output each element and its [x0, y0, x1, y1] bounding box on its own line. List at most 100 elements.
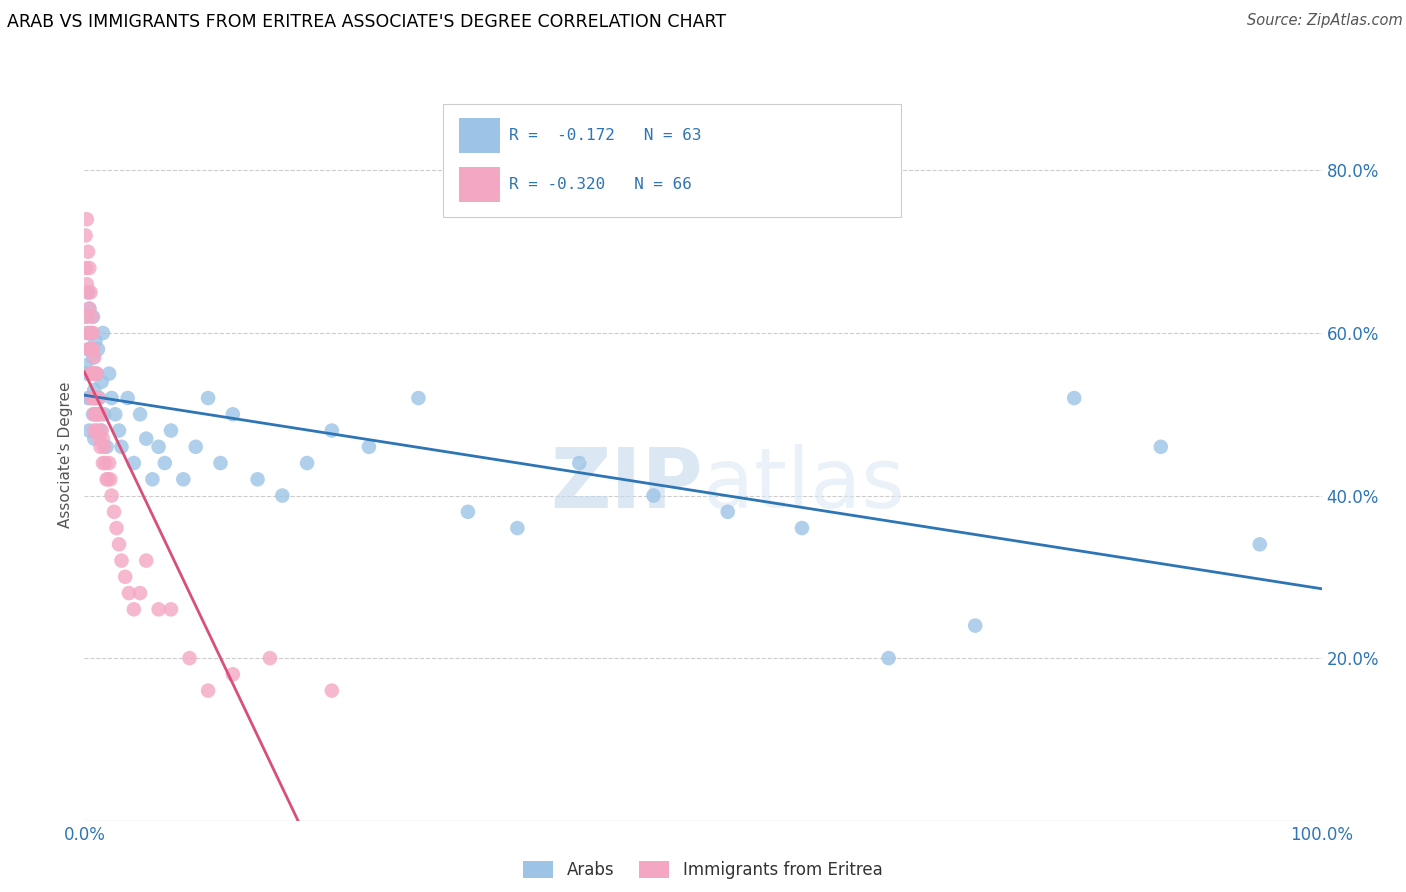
Point — [77, 343, 100, 357]
Point — [100, 391, 122, 405]
Point — [321, 424, 343, 438]
Point — [93, 407, 115, 421]
Point — [89, 407, 111, 421]
Point — [790, 521, 813, 535]
Point — [110, 440, 132, 454]
Point — [79, 343, 101, 357]
Point — [77, 285, 100, 300]
Point — [80, 310, 103, 324]
Point — [1249, 537, 1271, 551]
Point — [84, 334, 107, 348]
Point — [76, 326, 98, 340]
Point — [76, 212, 98, 227]
Point — [79, 424, 101, 438]
Point — [91, 456, 114, 470]
Point — [84, 407, 107, 421]
Point — [100, 489, 122, 503]
Point — [160, 602, 183, 616]
Point — [77, 244, 100, 259]
Text: R = -0.320   N = 66: R = -0.320 N = 66 — [509, 177, 692, 192]
Point — [79, 391, 101, 405]
Point — [80, 367, 103, 381]
Point — [877, 651, 900, 665]
Point — [79, 367, 101, 381]
Point — [89, 432, 111, 446]
Point — [83, 367, 105, 381]
Point — [86, 391, 108, 405]
Point — [83, 432, 105, 446]
Point — [79, 285, 101, 300]
Point — [129, 407, 152, 421]
Point — [90, 375, 112, 389]
Legend: Arabs, Immigrants from Eritrea: Arabs, Immigrants from Eritrea — [517, 854, 889, 886]
FancyBboxPatch shape — [460, 118, 501, 153]
Point — [153, 456, 176, 470]
Point — [91, 326, 114, 340]
Point — [77, 285, 100, 300]
Point — [457, 505, 479, 519]
Point — [295, 456, 318, 470]
Point — [82, 407, 104, 421]
Point — [82, 326, 104, 340]
Point — [80, 343, 103, 357]
FancyBboxPatch shape — [460, 167, 501, 202]
Point — [108, 537, 131, 551]
Point — [84, 391, 107, 405]
Point — [98, 472, 121, 486]
Point — [114, 570, 136, 584]
Point — [96, 440, 118, 454]
Point — [79, 343, 101, 357]
Point — [76, 310, 98, 324]
Point — [80, 326, 103, 340]
Point — [75, 310, 97, 324]
Point — [141, 472, 163, 486]
Point — [90, 424, 112, 438]
Point — [75, 359, 97, 373]
Point — [86, 367, 108, 381]
Point — [82, 391, 104, 405]
FancyBboxPatch shape — [443, 103, 901, 218]
Point — [408, 391, 430, 405]
Point — [87, 391, 110, 405]
Point — [110, 553, 132, 567]
Point — [148, 440, 170, 454]
Point — [197, 391, 219, 405]
Text: ZIP: ZIP — [551, 443, 703, 524]
Point — [122, 602, 145, 616]
Point — [117, 391, 139, 405]
Point — [246, 472, 269, 486]
Point — [172, 472, 194, 486]
Point — [197, 683, 219, 698]
Point — [89, 407, 111, 421]
Point — [87, 343, 110, 357]
Y-axis label: Associate's Degree: Associate's Degree — [58, 382, 73, 528]
Point — [76, 367, 98, 381]
Text: R =  -0.172   N = 63: R = -0.172 N = 63 — [509, 128, 702, 143]
Point — [91, 432, 114, 446]
Point — [1150, 440, 1173, 454]
Point — [94, 456, 117, 470]
Point — [87, 407, 110, 421]
Point — [83, 407, 105, 421]
Point — [222, 407, 245, 421]
Point — [75, 228, 97, 243]
Point — [1063, 391, 1085, 405]
Point — [80, 367, 103, 381]
Point — [271, 489, 294, 503]
Point — [184, 440, 207, 454]
Point — [965, 618, 987, 632]
Point — [82, 351, 104, 365]
Point — [717, 505, 740, 519]
Point — [84, 367, 107, 381]
Point — [122, 456, 145, 470]
Point — [160, 424, 183, 438]
Point — [93, 440, 115, 454]
Point — [222, 667, 245, 681]
Point — [357, 440, 380, 454]
Point — [83, 424, 105, 438]
Point — [79, 326, 101, 340]
Point — [75, 260, 97, 275]
Point — [97, 472, 120, 486]
Point — [98, 456, 121, 470]
Point — [86, 367, 108, 381]
